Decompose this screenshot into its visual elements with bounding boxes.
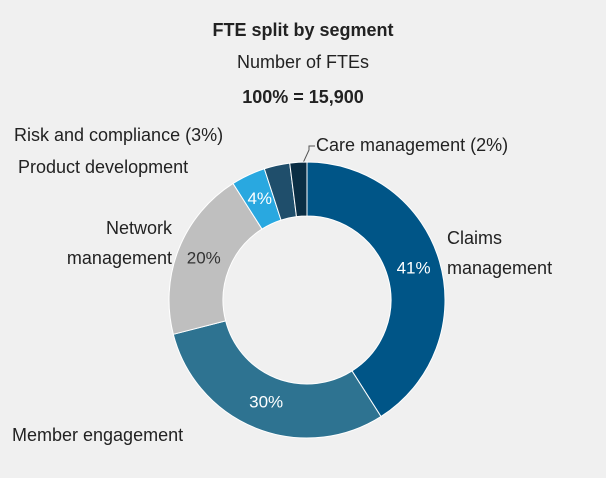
donut-slice — [289, 161, 308, 218]
donut-slice — [306, 161, 446, 418]
value-label: (3%) — [185, 125, 224, 145]
category-label: Network management — [66, 218, 172, 268]
value-label: 20% — [187, 249, 221, 268]
category-name: Care management — [316, 135, 466, 155]
value-label: (2%) — [470, 135, 509, 155]
donut-slice — [172, 320, 382, 439]
category-label: Claims management — [447, 228, 553, 278]
category-label: Risk and compliance (3%) — [14, 120, 223, 150]
value-label: 41% — [397, 259, 431, 278]
chart-title: FTE split by segment — [212, 20, 394, 40]
category-label: Member engagement — [12, 425, 184, 445]
category-label: Care management (2%) — [316, 130, 508, 160]
category-label: Product development — [18, 157, 189, 177]
value-label: 30% — [249, 393, 283, 412]
total-label: 100% = 15,900 — [242, 87, 364, 107]
leader-line — [302, 145, 315, 164]
chart-subtitle: Number of FTEs — [236, 52, 370, 72]
category-name: Risk and compliance — [14, 125, 181, 145]
value-label: 4% — [247, 189, 272, 208]
